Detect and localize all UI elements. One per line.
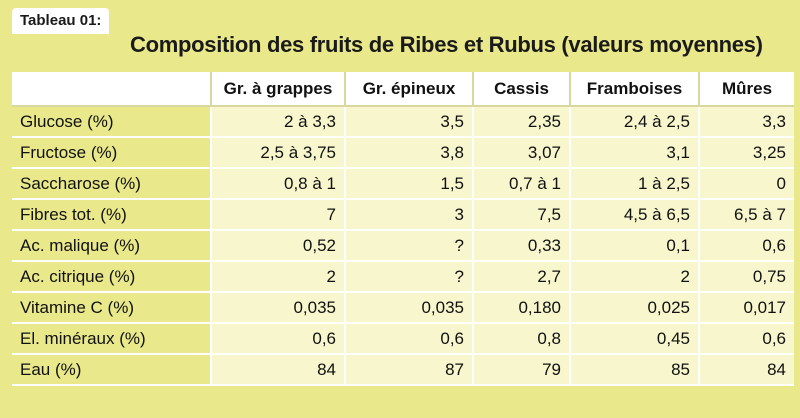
table-cell: 3 [345,199,474,231]
table-tag: Tableau 01: [12,8,110,34]
row-label: Vitamine C (%) [12,292,212,324]
table-cell: 4,5 à 6,5 [570,199,700,231]
table-cell: 7 [211,199,346,231]
table-row: Vitamine C (%) 0,035 0,035 0,180 0,025 0… [12,292,794,324]
row-label: Eau (%) [12,354,212,386]
table-row: Ac. citrique (%) 2 ? 2,7 2 0,75 [12,261,794,293]
table-cell: 3,1 [570,137,700,169]
table-cell: 0,017 [699,292,794,324]
column-header: Gr. épineux [345,72,474,107]
table-title: Composition des fruits de Ribes et Rubus… [130,32,763,57]
table-cell: 0,8 [473,323,571,355]
table-cell: 3,07 [473,137,571,169]
column-header: Mûres [699,72,794,107]
header-empty-cell [12,72,212,107]
table-row: Eau (%) 84 87 79 85 84 [12,354,794,386]
table-cell: 0,6 [699,323,794,355]
table-cell: 79 [473,354,571,386]
table-cell: 0,6 [211,323,346,355]
table-cell: 0,45 [570,323,700,355]
table-cell: 0,7 à 1 [473,168,571,200]
table-cell: 3,8 [345,137,474,169]
table-cell: 6,5 à 7 [699,199,794,231]
table-row: Glucose (%) 2 à 3,3 3,5 2,35 2,4 à 2,5 3… [12,106,794,138]
table-cell: 0,6 [699,230,794,262]
table-cell: 2,7 [473,261,571,293]
row-label: Glucose (%) [12,106,212,138]
table-row: Ac. malique (%) 0,52 ? 0,33 0,1 0,6 [12,230,794,262]
table-cell: 1 à 2,5 [570,168,700,200]
table-row: Saccharose (%) 0,8 à 1 1,5 0,7 à 1 1 à 2… [12,168,794,200]
table-cell: 2 [211,261,346,293]
composition-table: Gr. à grappes Gr. épineux Cassis Framboi… [12,72,794,386]
table-cell: 2,35 [473,106,571,138]
row-label: Ac. citrique (%) [12,261,212,293]
table-cell: 0,75 [699,261,794,293]
column-header: Framboises [570,72,700,107]
table-cell: 84 [699,354,794,386]
table-cell: 0,1 [570,230,700,262]
table-cell: 0,8 à 1 [211,168,346,200]
table-row: El. minéraux (%) 0,6 0,6 0,8 0,45 0,6 [12,323,794,355]
row-label: El. minéraux (%) [12,323,212,355]
row-label: Ac. malique (%) [12,230,212,262]
table-cell: 2 [570,261,700,293]
table-cell: 87 [345,354,474,386]
table-cell: 0,33 [473,230,571,262]
table-cell: 0,6 [345,323,474,355]
row-label: Saccharose (%) [12,168,212,200]
table-row: Fibres tot. (%) 7 3 7,5 4,5 à 6,5 6,5 à … [12,199,794,231]
table-cell: 0,035 [345,292,474,324]
column-header: Gr. à grappes [211,72,346,107]
table-cell: 1,5 [345,168,474,200]
table-cell: 84 [211,354,346,386]
table-cell: 0 [699,168,794,200]
table-cell: 2,5 à 3,75 [211,137,346,169]
table-cell: ? [345,230,474,262]
header-row: Gr. à grappes Gr. épineux Cassis Framboi… [12,72,794,107]
table-cell: 0,025 [570,292,700,324]
table-cell: 3,5 [345,106,474,138]
table-cell: 0,52 [211,230,346,262]
table-cell: 3,3 [699,106,794,138]
table-cell: 2 à 3,3 [211,106,346,138]
table-cell: 0,035 [211,292,346,324]
row-label: Fibres tot. (%) [12,199,212,231]
table-cell: 0,180 [473,292,571,324]
table-cell: 3,25 [699,137,794,169]
table-cell: 85 [570,354,700,386]
column-header: Cassis [473,72,571,107]
table-row: Fructose (%) 2,5 à 3,75 3,8 3,07 3,1 3,2… [12,137,794,169]
row-label: Fructose (%) [12,137,212,169]
table-cell: 2,4 à 2,5 [570,106,700,138]
table-cell: 7,5 [473,199,571,231]
table-cell: ? [345,261,474,293]
